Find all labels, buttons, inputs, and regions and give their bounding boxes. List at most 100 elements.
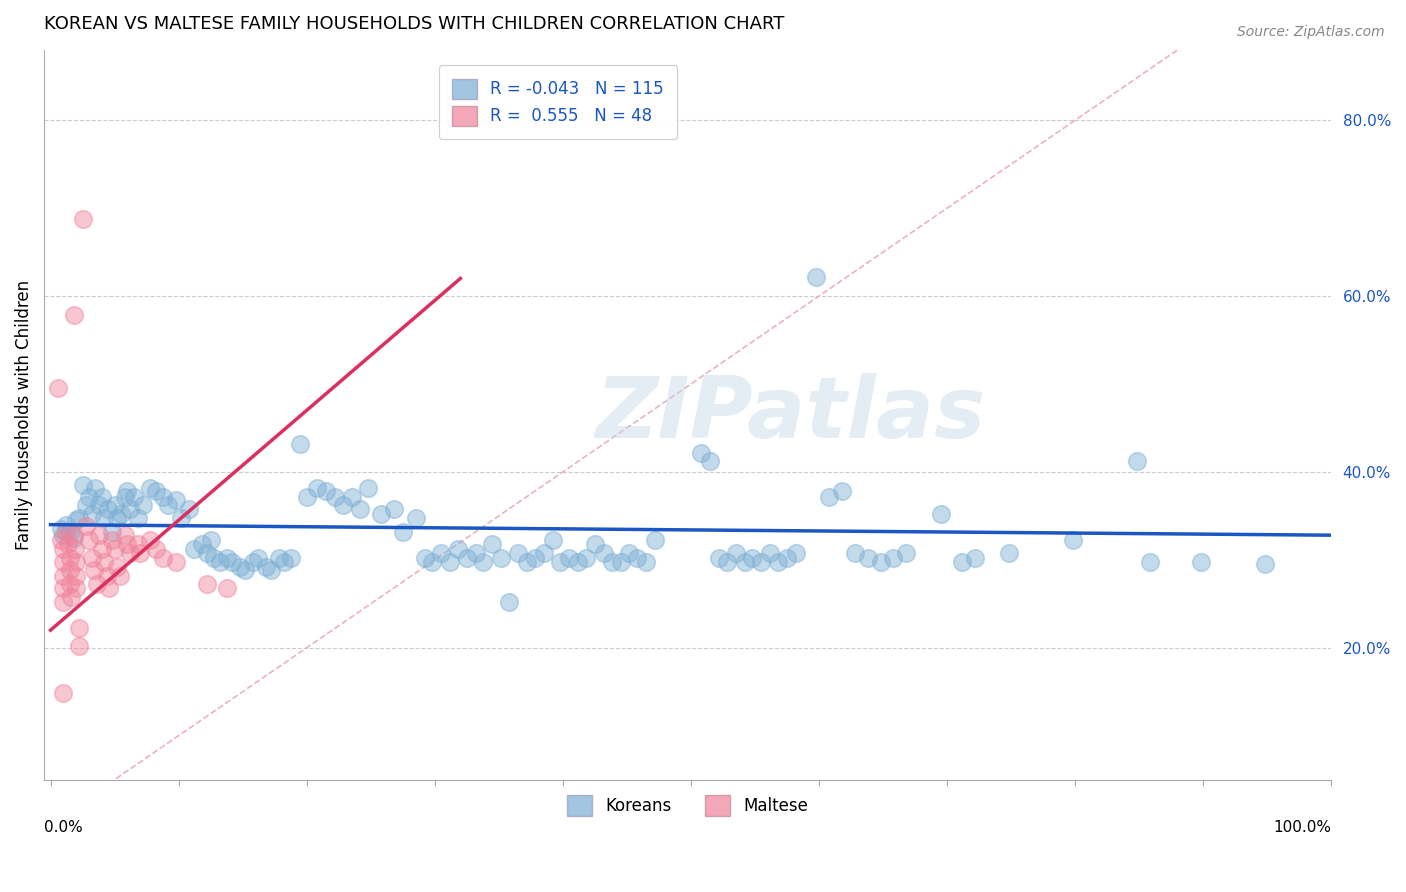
Point: [831, 484, 853, 499]
Point: [1139, 555, 1161, 569]
Point: [183, 542, 205, 557]
Point: [221, 555, 243, 569]
Point: [97, 501, 120, 516]
Point: [200, 533, 222, 548]
Point: [506, 546, 529, 560]
Point: [550, 555, 572, 569]
Point: [208, 555, 231, 569]
Point: [65, 581, 87, 595]
Point: [59, 524, 82, 539]
Point: [636, 555, 658, 569]
Point: [103, 498, 125, 512]
Point: [447, 542, 470, 557]
Point: [65, 555, 87, 569]
Point: [60, 590, 83, 604]
Point: [96, 568, 118, 582]
Point: [699, 454, 721, 468]
Point: [567, 555, 589, 569]
Point: [575, 551, 598, 566]
Point: [101, 524, 124, 539]
Point: [716, 555, 738, 569]
Text: ZIPatlas: ZIPatlas: [596, 373, 986, 456]
Point: [117, 537, 139, 551]
Point: [80, 507, 103, 521]
Point: [290, 436, 312, 450]
Point: [170, 510, 193, 524]
Point: [413, 551, 436, 566]
Point: [118, 546, 141, 560]
Point: [59, 563, 82, 577]
Point: [233, 563, 256, 577]
Point: [382, 501, 405, 516]
Point: [844, 546, 866, 560]
Point: [157, 498, 180, 512]
Point: [516, 555, 538, 569]
Point: [145, 542, 167, 557]
Point: [558, 551, 581, 566]
Point: [67, 639, 90, 653]
Point: [242, 555, 264, 569]
Text: KOREAN VS MALTESE FAMILY HOUSEHOLDS WITH CHILDREN CORRELATION CHART: KOREAN VS MALTESE FAMILY HOUSEHOLDS WITH…: [44, 15, 785, 33]
Point: [430, 546, 453, 560]
Point: [267, 551, 290, 566]
Point: [229, 559, 252, 574]
Point: [117, 484, 139, 499]
Point: [332, 498, 354, 512]
Point: [52, 568, 75, 582]
Point: [101, 533, 124, 548]
Point: [260, 563, 283, 577]
Point: [806, 269, 828, 284]
Legend: Koreans, Maltese: Koreans, Maltese: [561, 789, 815, 822]
Point: [741, 551, 763, 566]
Point: [129, 546, 152, 560]
Point: [420, 555, 443, 569]
Point: [759, 546, 782, 560]
Point: [103, 542, 125, 557]
Text: 100.0%: 100.0%: [1274, 820, 1331, 835]
Point: [105, 559, 128, 574]
Point: [204, 551, 226, 566]
Point: [391, 524, 413, 539]
Point: [75, 498, 97, 512]
Point: [295, 490, 318, 504]
Point: [46, 381, 69, 395]
Point: [77, 533, 100, 548]
Point: [869, 555, 891, 569]
Point: [776, 551, 799, 566]
Point: [315, 484, 337, 499]
Point: [139, 533, 162, 548]
Point: [357, 481, 380, 495]
Point: [55, 517, 77, 532]
Point: [533, 546, 555, 560]
Point: [690, 445, 713, 459]
Point: [177, 501, 200, 516]
Point: [1125, 454, 1147, 468]
Point: [63, 542, 86, 557]
Point: [464, 546, 486, 560]
Point: [62, 528, 84, 542]
Point: [766, 555, 789, 569]
Point: [818, 490, 841, 504]
Point: [62, 309, 84, 323]
Point: [52, 595, 75, 609]
Point: [67, 621, 90, 635]
Point: [98, 581, 121, 595]
Point: [59, 551, 82, 566]
Point: [58, 537, 80, 551]
Point: [523, 551, 546, 566]
Point: [481, 537, 503, 551]
Y-axis label: Family Households with Children: Family Households with Children: [15, 280, 32, 549]
Point: [600, 555, 623, 569]
Point: [165, 555, 187, 569]
Point: [72, 211, 94, 226]
Point: [280, 551, 302, 566]
Point: [439, 555, 461, 569]
Point: [127, 537, 149, 551]
Point: [110, 507, 132, 521]
Point: [52, 555, 75, 569]
Point: [49, 533, 72, 548]
Point: [52, 542, 75, 557]
Point: [62, 531, 84, 545]
Point: [472, 555, 495, 569]
Point: [340, 490, 363, 504]
